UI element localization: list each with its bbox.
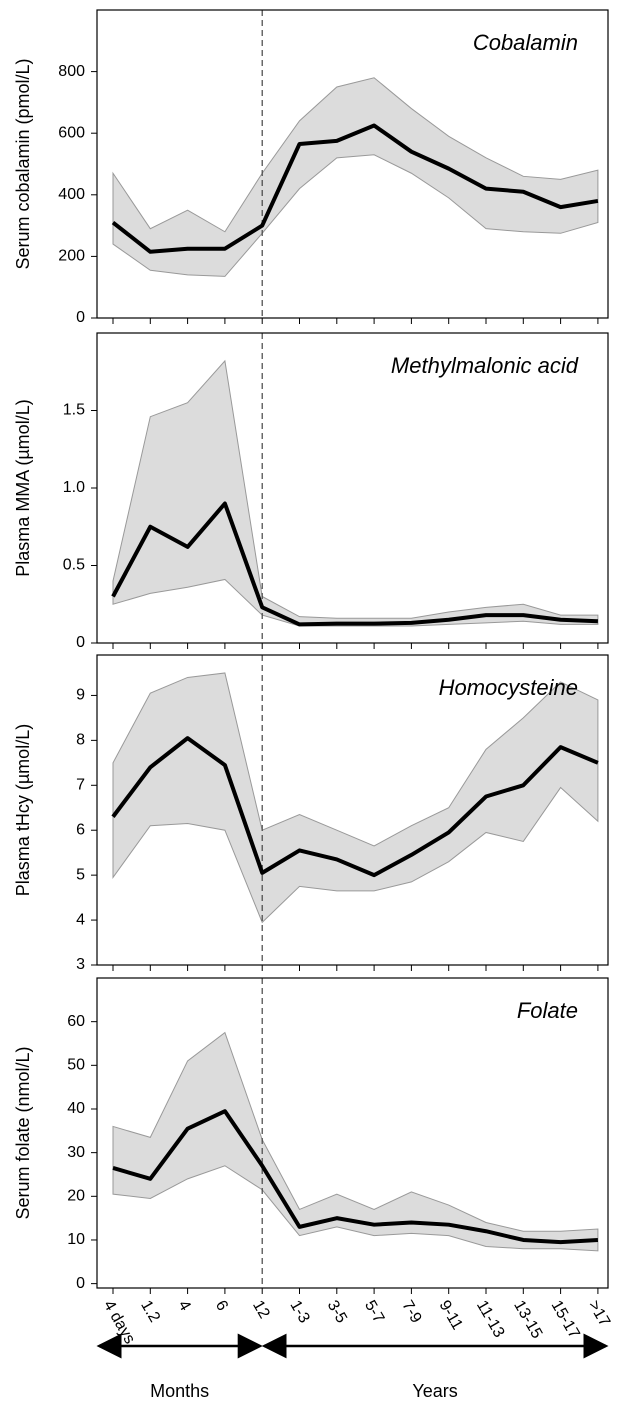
x-tick-label: 6 [212, 1298, 231, 1314]
x-tick-label: 9-11 [436, 1298, 466, 1333]
y-tick-label: 40 [67, 1100, 85, 1117]
plot-frame [96, 9, 609, 319]
y-tick-label: 1.5 [63, 402, 85, 419]
panel-title: Folate [517, 998, 578, 1023]
y-tick-label: 800 [58, 63, 85, 80]
range-band [112, 359, 599, 627]
x-tick-label: 11-13 [473, 1298, 508, 1341]
median-line [112, 1109, 599, 1245]
y-tick-label: 4 [76, 911, 85, 928]
y-tick-label: 60 [67, 1013, 85, 1030]
y-tick-label: 0 [76, 634, 85, 651]
y-tick-label: 50 [67, 1057, 85, 1074]
y-tick-label: 10 [67, 1231, 85, 1248]
y-axis-label: Plasma tHcy (µmol/L) [13, 724, 33, 896]
y-tick-label: 20 [67, 1188, 85, 1205]
median-line [111, 736, 599, 878]
x-tick-label: 4 [174, 1298, 193, 1314]
y-tick-label: 30 [67, 1144, 85, 1161]
y-tick-label: 0 [76, 309, 85, 326]
panel-title: Cobalamin [473, 30, 578, 55]
plot-frame [96, 654, 609, 966]
plot-frame [96, 977, 609, 1289]
x-tick-label: 3-5 [324, 1298, 350, 1327]
y-tick-label: 200 [58, 248, 85, 265]
y-tick-label: 0.5 [63, 557, 85, 574]
y-axis-label: Plasma MMA (µmol/L) [13, 399, 33, 576]
x-tick-label: 12 [249, 1298, 273, 1322]
x-tick-label: 13-15 [510, 1298, 545, 1342]
y-tick-label: 6 [76, 821, 85, 838]
x-tick-label: 4 days [100, 1298, 138, 1347]
y-tick-label: 400 [58, 186, 85, 203]
y-tick-label: 1.0 [63, 479, 85, 496]
y-tick-label: 600 [58, 124, 85, 141]
x-tick-label: 1.2 [137, 1298, 163, 1326]
panel-title: Homocysteine [439, 675, 578, 700]
x-tick-label: >17 [585, 1298, 613, 1330]
y-tick-label: 9 [76, 687, 85, 704]
x-tick-label: 5-7 [361, 1298, 387, 1327]
range-band [112, 1031, 599, 1252]
median-line [111, 501, 598, 627]
y-tick-label: 3 [76, 956, 85, 973]
x-tick-label: 7-9 [398, 1298, 424, 1327]
y-tick-label: 7 [76, 777, 85, 794]
x-group-label: Months [150, 1381, 209, 1401]
y-tick-label: 0 [76, 1275, 85, 1292]
y-axis-label: Serum cobalamin (pmol/L) [13, 58, 33, 269]
x-tick-label: 15-17 [547, 1298, 582, 1342]
x-tick-label: 1-3 [286, 1298, 312, 1327]
range-band [112, 672, 599, 924]
range-band [112, 77, 599, 277]
x-group-label: Years [412, 1381, 457, 1401]
panel-title: Methylmalonic acid [391, 353, 579, 378]
y-tick-label: 5 [76, 866, 85, 883]
median-line [111, 123, 599, 254]
y-axis-label: Serum folate (nmol/L) [13, 1046, 33, 1219]
y-tick-label: 8 [76, 732, 85, 749]
